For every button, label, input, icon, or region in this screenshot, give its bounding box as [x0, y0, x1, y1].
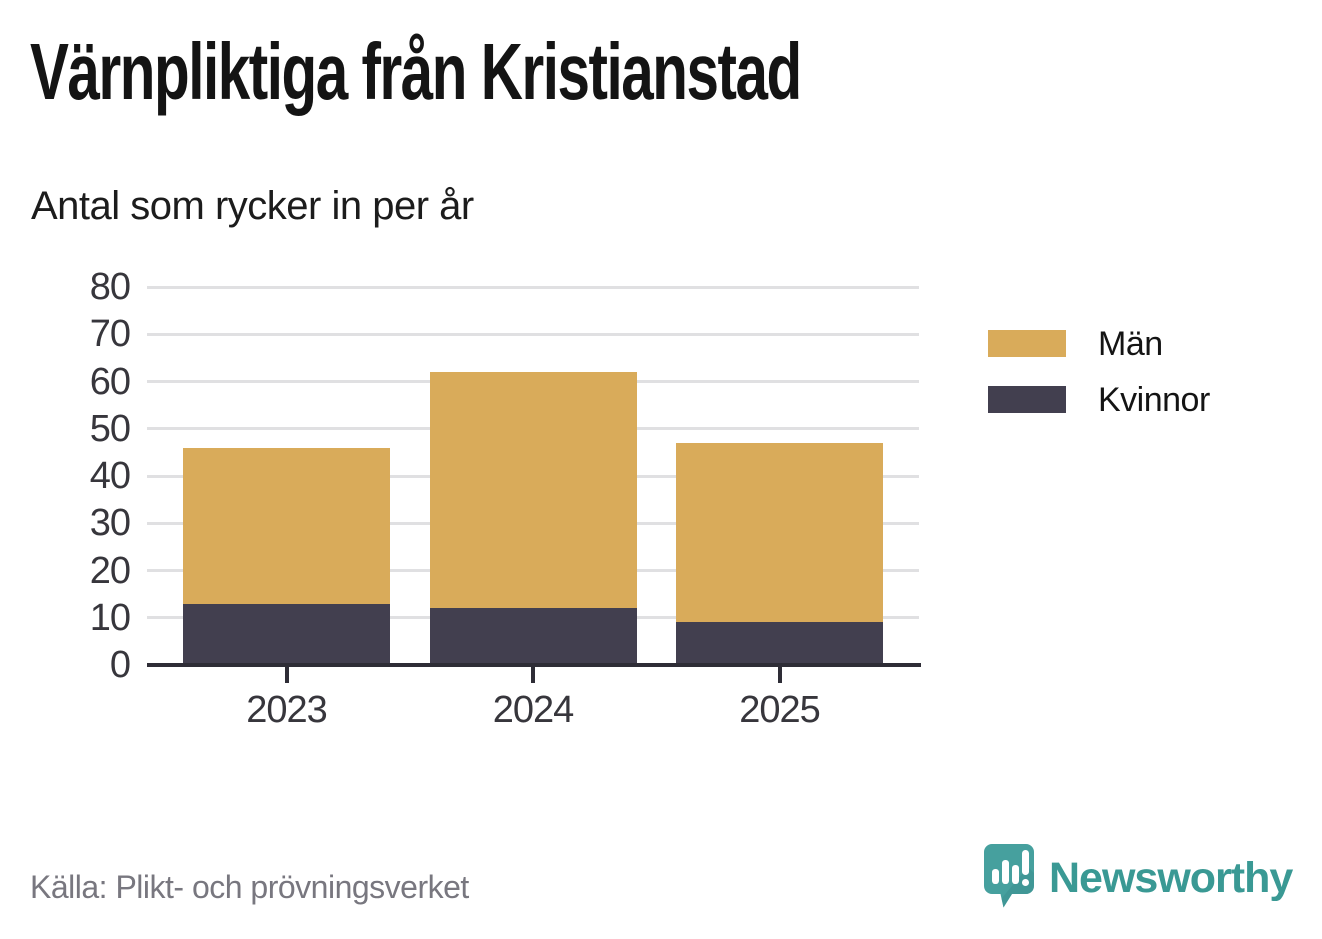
- x-axis-tick-label-2024: 2024: [492, 689, 575, 731]
- y-axis-tick-label-50: 50: [89, 407, 131, 450]
- bar-segment-2024-kvinnor: [429, 608, 637, 665]
- x-axis-tick-2025: [777, 667, 782, 683]
- x-axis-tick-2024: [531, 667, 535, 683]
- gridline-y-70: [147, 332, 919, 336]
- newsworthy-speech-bubble-chart-icon: [984, 844, 1034, 908]
- gridline-y-80: [147, 285, 919, 289]
- bar-segment-2023-kvinnor: [183, 603, 390, 665]
- source-note: Källa: Plikt- och prövningsverket: [30, 869, 469, 905]
- bar-segment-2025-män: [676, 442, 883, 623]
- x-axis-tick-label-2025: 2025: [739, 689, 821, 731]
- chart-title: Värnpliktiga från Kristianstad: [30, 27, 802, 116]
- legend-label-women: Kvinnor: [1098, 380, 1210, 419]
- chart-subtitle: Antal som rycker in per år: [31, 184, 474, 228]
- x-axis-tick-2023: [284, 667, 289, 683]
- legend-swatch-men: [988, 330, 1066, 357]
- y-axis-tick-label-80: 80: [89, 266, 131, 308]
- bar-segment-2023-män: [183, 447, 390, 604]
- y-axis-tick-label-30: 30: [89, 502, 131, 545]
- x-axis-line: [147, 663, 921, 667]
- legend-item-women: Kvinnor: [988, 383, 1210, 417]
- bar-segment-2024-män: [429, 372, 637, 609]
- x-axis-tick-label-2023: 2023: [246, 689, 328, 731]
- y-axis-tick-label-70: 70: [89, 313, 131, 356]
- y-axis-tick-label-40: 40: [89, 455, 131, 497]
- legend-label-men: Män: [1098, 324, 1163, 363]
- brand-name: Newsworthy: [1049, 854, 1293, 902]
- legend-item-men: Män: [988, 327, 1210, 361]
- bar-segment-2025-kvinnor: [676, 622, 883, 665]
- y-axis-tick-label-10: 10: [89, 596, 131, 639]
- y-axis-tick-label-20: 20: [89, 549, 131, 592]
- y-axis-tick-label-0: 0: [109, 644, 131, 686]
- newsworthy-logo[interactable]: Newsworthy: [983, 843, 1293, 911]
- legend-swatch-women: [988, 386, 1066, 413]
- legend: Män Kvinnor: [988, 327, 1210, 442]
- y-axis-tick-label-60: 60: [89, 360, 131, 403]
